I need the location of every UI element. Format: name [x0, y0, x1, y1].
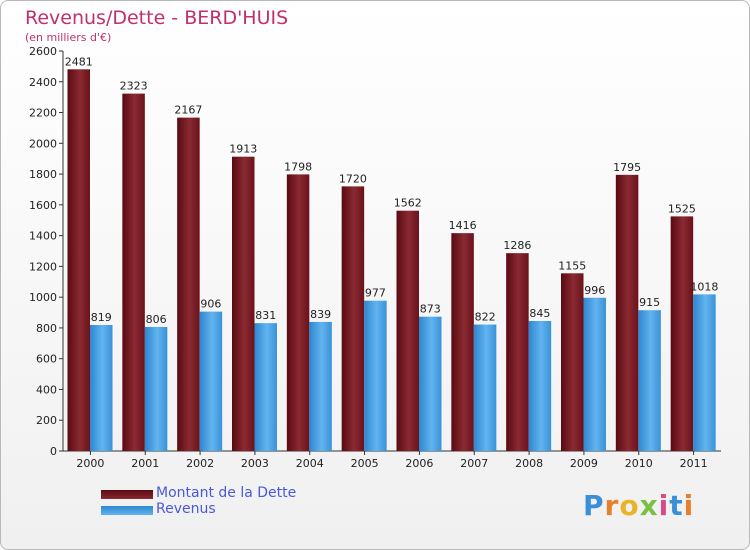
data-label-dette: 2323 — [120, 80, 148, 93]
y-tick-label: 0 — [50, 445, 57, 458]
bar-revenus — [254, 323, 277, 451]
data-label-dette: 1913 — [229, 143, 257, 156]
logo-letter: r — [604, 489, 620, 522]
chart-title: Revenus/Dette - BERD'HUIS — [25, 7, 289, 29]
y-tick-label: 600 — [36, 353, 57, 366]
legend-label-debt: Montant de la Dette — [156, 485, 297, 501]
x-tick-label: 2002 — [186, 457, 214, 470]
data-label-dette: 1286 — [503, 239, 531, 252]
data-label-revenus: 839 — [310, 308, 331, 321]
y-tick-label: 1400 — [29, 230, 57, 243]
x-tick-label: 2006 — [405, 457, 433, 470]
bar-revenus — [693, 294, 716, 451]
data-label-dette: 1416 — [449, 219, 477, 232]
data-label-dette: 1562 — [394, 197, 422, 210]
x-tick-label: 2000 — [76, 457, 104, 470]
logo-letter: i — [658, 489, 670, 522]
data-label-dette: 1720 — [339, 172, 367, 185]
y-tick-label: 1200 — [29, 260, 57, 273]
bar-revenus — [638, 310, 661, 451]
logo-letter: x — [639, 489, 659, 522]
bar-revenus — [144, 327, 168, 451]
bar-dette — [177, 117, 200, 451]
x-tick-label: 2010 — [625, 457, 653, 470]
bar-dette — [232, 156, 255, 451]
bar-dette — [341, 186, 365, 451]
x-tick-label: 2009 — [570, 457, 598, 470]
bar-dette — [615, 174, 639, 451]
data-label-revenus: 873 — [420, 303, 441, 316]
y-tick-label: 800 — [36, 322, 57, 335]
data-label-revenus: 806 — [146, 313, 167, 326]
bar-dette — [451, 233, 474, 451]
data-label-dette: 1795 — [613, 161, 641, 174]
bar-revenus — [90, 325, 113, 451]
bar-revenus — [528, 321, 552, 451]
bar-revenus — [583, 297, 606, 451]
data-label-revenus: 977 — [365, 287, 386, 300]
bar-dette — [396, 210, 419, 451]
bar-dette — [286, 174, 310, 451]
bar-dette — [122, 93, 145, 451]
x-tick-label: 2005 — [351, 457, 379, 470]
proxiti-logo: Proxiti — [583, 489, 694, 522]
logo-letter: i — [683, 489, 695, 522]
x-tick-label: 2001 — [131, 457, 159, 470]
y-tick-label: 1800 — [29, 168, 57, 181]
data-label-dette: 2167 — [174, 104, 202, 117]
x-tick-label: 2003 — [241, 457, 269, 470]
bar-revenus — [199, 311, 223, 451]
y-tick-label: 2200 — [29, 107, 57, 120]
data-label-revenus: 822 — [475, 311, 496, 324]
data-label-dette: 1155 — [558, 259, 586, 272]
x-tick-label: 2008 — [515, 457, 543, 470]
data-label-dette: 1525 — [668, 202, 696, 215]
bar-revenus — [419, 316, 442, 451]
bar-revenus — [309, 321, 332, 451]
legend-swatch-revenus — [101, 506, 153, 515]
bar-revenus — [473, 324, 497, 451]
data-label-revenus: 915 — [639, 296, 660, 309]
bar-dette — [561, 273, 584, 451]
data-label-revenus: 1018 — [690, 280, 718, 293]
bar-dette — [506, 253, 529, 451]
chart-subtitle: (en milliers d'€) — [25, 31, 112, 44]
data-label-revenus: 819 — [91, 311, 112, 324]
y-tick-label: 200 — [36, 414, 57, 427]
y-tick-label: 1000 — [29, 291, 57, 304]
legend-swatch-debt — [101, 490, 153, 499]
y-tick-label: 2600 — [29, 45, 57, 58]
y-tick-label: 1600 — [29, 199, 57, 212]
y-tick-label: 2000 — [29, 137, 57, 150]
x-tick-label: 2007 — [460, 457, 488, 470]
data-label-dette: 1798 — [284, 160, 312, 173]
data-label-revenus: 831 — [255, 309, 276, 322]
y-tick-label: 400 — [36, 383, 57, 396]
logo-letter: t — [669, 489, 684, 522]
logo-letter: P — [583, 489, 605, 522]
data-label-revenus: 845 — [529, 307, 550, 320]
data-label-revenus: 906 — [200, 298, 221, 311]
logo-letter: o — [619, 489, 640, 522]
x-tick-label: 2011 — [680, 457, 708, 470]
legend-label-revenus: Revenus — [156, 501, 216, 517]
data-label-dette: 2481 — [65, 55, 93, 68]
data-label-revenus: 996 — [584, 284, 605, 297]
x-tick-label: 2004 — [296, 457, 324, 470]
bar-dette — [670, 216, 694, 451]
y-tick-label: 2400 — [29, 76, 57, 89]
bar-dette — [67, 69, 90, 452]
bar-revenus — [364, 300, 387, 451]
